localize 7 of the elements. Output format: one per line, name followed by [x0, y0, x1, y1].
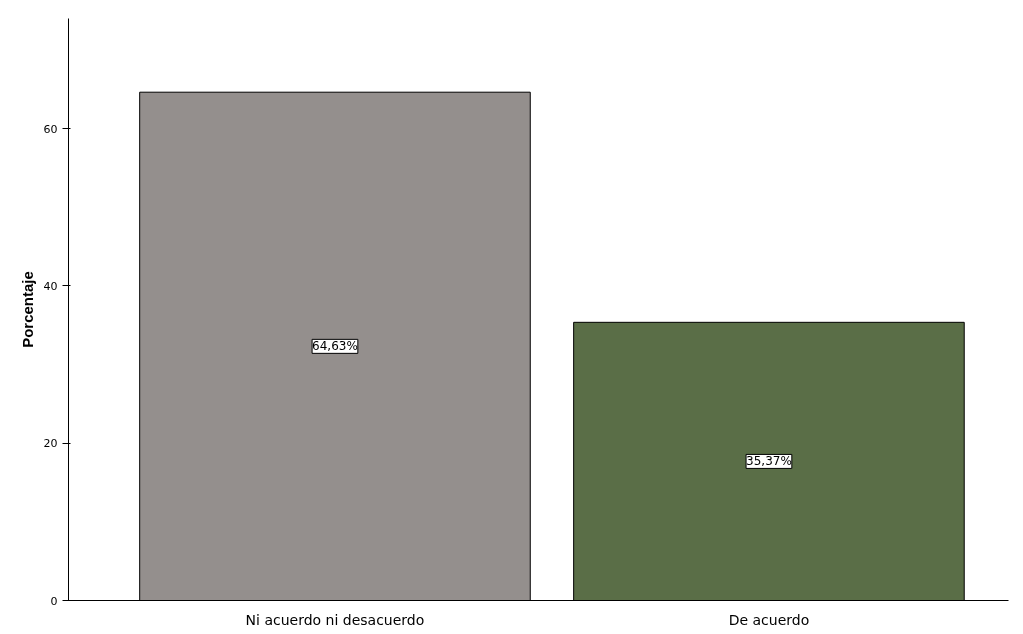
- y-axis-title: Porcentaje: [18, 271, 36, 348]
- y-tick-label: 0: [50, 594, 58, 608]
- y-tick-label: 60: [43, 122, 58, 136]
- y-tick-label: 40: [43, 279, 58, 293]
- x-tick-label: De acuerdo: [728, 611, 810, 628]
- x-tick-label: Ni acuerdo ni desacuerdo: [245, 611, 425, 628]
- y-tick-label: 20: [43, 437, 58, 451]
